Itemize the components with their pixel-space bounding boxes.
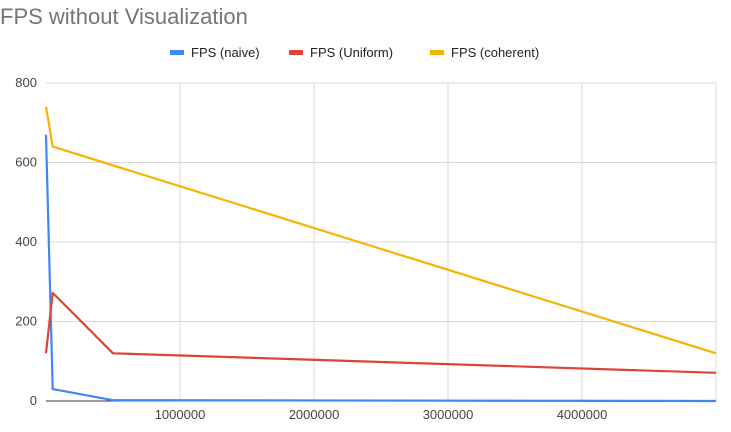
y-tick-label: 200 xyxy=(15,314,37,329)
series-line-2 xyxy=(44,106,717,355)
legend-label-0: FPS (naive) xyxy=(191,45,260,60)
y-tick-label: 0 xyxy=(30,393,37,408)
x-tick-label: 4000000 xyxy=(557,407,608,422)
chart-title: FPS without Visualization xyxy=(0,4,248,29)
legend-label-1: FPS (Uniform) xyxy=(310,45,393,60)
legend-swatch-2 xyxy=(430,50,444,55)
y-tick-label: 600 xyxy=(15,155,37,170)
legend-swatch-1 xyxy=(289,50,303,55)
x-tick-label: 1000000 xyxy=(155,407,206,422)
x-tick-label: 3000000 xyxy=(423,407,474,422)
legend-swatch-0 xyxy=(170,50,184,55)
y-tick-label: 800 xyxy=(15,75,37,90)
series-line-0 xyxy=(44,134,717,403)
y-tick-label: 400 xyxy=(15,234,37,249)
x-tick-label: 2000000 xyxy=(289,407,340,422)
series-line-1 xyxy=(44,291,717,374)
legend-label-2: FPS (coherent) xyxy=(451,45,539,60)
